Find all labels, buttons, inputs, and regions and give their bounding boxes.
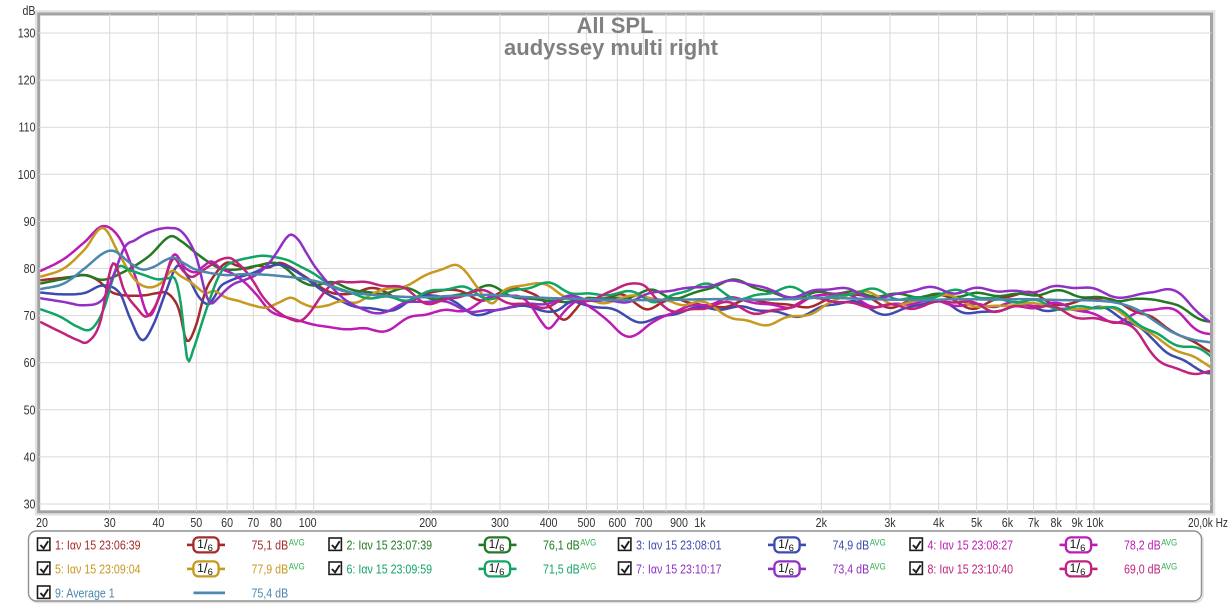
svg-text:1/6: 1/6 [197,537,213,554]
svg-text:9: Average 1: 9: Average 1 [55,586,115,601]
svg-text:900: 900 [670,515,688,530]
svg-text:AVG: AVG [1161,562,1177,573]
svg-text:AVG: AVG [1161,538,1177,549]
svg-text:2: Ιαν 15 23:07:39: 2: Ιαν 15 23:07:39 [347,538,433,553]
svg-text:AVG: AVG [580,562,596,573]
svg-text:AVG: AVG [580,538,596,549]
svg-text:70: 70 [24,308,36,323]
svg-text:40: 40 [152,515,164,530]
svg-text:7: Ιαν 15 23:10:17: 7: Ιαν 15 23:10:17 [636,562,722,577]
svg-text:73,4 dB: 73,4 dB [833,562,870,577]
svg-text:80: 80 [24,261,36,276]
svg-text:AVG: AVG [289,562,305,573]
svg-text:5k: 5k [971,515,983,530]
svg-text:100: 100 [18,167,36,182]
svg-text:8: Ιαν 15 23:10:40: 8: Ιαν 15 23:10:40 [928,562,1014,577]
svg-text:80: 80 [270,515,282,530]
svg-text:76,1 dB: 76,1 dB [543,538,580,553]
svg-text:AVG: AVG [870,562,886,573]
svg-text:7k: 7k [1028,515,1040,530]
svg-text:5: Ιαν 15 23:09:04: 5: Ιαν 15 23:09:04 [55,562,141,577]
svg-text:500: 500 [578,515,596,530]
svg-text:8k: 8k [1051,515,1063,530]
svg-text:6k: 6k [1002,515,1014,530]
svg-text:1/6: 1/6 [778,537,794,554]
svg-text:40: 40 [24,449,36,464]
svg-text:110: 110 [19,120,36,135]
svg-text:1/6: 1/6 [1070,561,1086,578]
svg-text:4k: 4k [933,515,945,530]
svg-text:20,0k Hz: 20,0k Hz [1188,515,1228,530]
svg-text:3k: 3k [884,515,896,530]
svg-text:audyssey multi right: audyssey multi right [504,35,719,60]
svg-text:90: 90 [24,214,36,229]
svg-text:50: 50 [190,515,202,530]
svg-text:30: 30 [24,497,36,512]
svg-text:9k: 9k [1072,515,1084,530]
svg-text:75,4 dB: 75,4 dB [252,586,289,601]
svg-text:1/6: 1/6 [1070,537,1086,554]
svg-text:2k: 2k [816,515,828,530]
svg-text:3: Ιαν 15 23:08:01: 3: Ιαν 15 23:08:01 [636,538,722,553]
svg-text:10k: 10k [1086,515,1104,530]
svg-text:77,9 dB: 77,9 dB [252,562,289,577]
svg-text:400: 400 [540,515,558,530]
svg-text:AVG: AVG [870,538,886,549]
svg-text:78,2 dB: 78,2 dB [1124,538,1161,553]
svg-text:30: 30 [104,515,116,530]
svg-text:60: 60 [221,515,233,530]
svg-text:75,1 dB: 75,1 dB [252,538,289,553]
svg-text:1/6: 1/6 [489,537,505,554]
svg-text:60: 60 [24,355,36,370]
svg-text:74,9 dB: 74,9 dB [833,538,870,553]
svg-text:4: Ιαν 15 23:08:27: 4: Ιαν 15 23:08:27 [928,538,1014,553]
svg-text:300: 300 [491,515,509,530]
svg-text:6: Ιαν 15 23:09:59: 6: Ιαν 15 23:09:59 [347,562,433,577]
svg-text:69,0 dB: 69,0 dB [1124,562,1161,577]
svg-text:AVG: AVG [289,538,305,549]
svg-text:1k: 1k [694,515,706,530]
svg-text:130: 130 [18,26,36,41]
svg-text:200: 200 [419,515,437,530]
svg-text:700: 700 [635,515,653,530]
svg-text:1/6: 1/6 [197,561,213,578]
svg-text:1: Ιαν 15 23:06:39: 1: Ιαν 15 23:06:39 [55,538,141,553]
svg-text:70: 70 [247,515,259,530]
svg-text:dB: dB [23,3,36,18]
svg-text:20: 20 [36,515,48,530]
svg-text:1/6: 1/6 [489,561,505,578]
svg-text:120: 120 [18,73,36,88]
svg-text:All SPL: All SPL [576,13,653,38]
svg-text:50: 50 [24,402,36,417]
svg-text:600: 600 [608,515,626,530]
svg-text:71,5 dB: 71,5 dB [543,562,580,577]
svg-text:1/6: 1/6 [778,561,794,578]
svg-text:100: 100 [299,515,317,530]
